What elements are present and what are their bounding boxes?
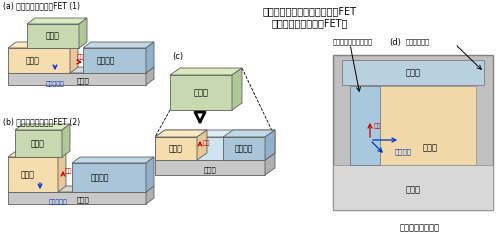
Text: ソース: ソース bbox=[422, 143, 438, 152]
Text: ゲート: ゲート bbox=[194, 88, 208, 97]
Polygon shape bbox=[265, 130, 275, 160]
Bar bbox=[8, 157, 58, 192]
Polygon shape bbox=[146, 186, 154, 204]
Text: エピタキシャル成長層: エピタキシャル成長層 bbox=[333, 39, 373, 45]
Text: ゲート: ゲート bbox=[46, 31, 60, 41]
Text: ソース: ソース bbox=[26, 56, 40, 66]
Text: ソース: ソース bbox=[169, 144, 183, 153]
Text: (a) 従来構造トンネルFET (1): (a) 従来構造トンネルFET (1) bbox=[3, 1, 80, 10]
Text: 電流: 電流 bbox=[76, 54, 84, 60]
Text: 電流: 電流 bbox=[202, 140, 210, 146]
Polygon shape bbox=[265, 130, 275, 160]
Text: (b) 従来構造トンネルFET (2): (b) 従来構造トンネルFET (2) bbox=[3, 118, 80, 126]
Text: ソース: ソース bbox=[21, 170, 35, 180]
Bar bbox=[350, 86, 476, 165]
Bar bbox=[27, 24, 79, 48]
Polygon shape bbox=[146, 42, 154, 73]
Polygon shape bbox=[8, 42, 78, 48]
Polygon shape bbox=[155, 130, 275, 137]
Polygon shape bbox=[8, 67, 154, 73]
Polygon shape bbox=[265, 153, 275, 175]
Polygon shape bbox=[170, 68, 242, 75]
Bar bbox=[333, 165, 493, 210]
Bar bbox=[223, 137, 265, 160]
Bar bbox=[342, 60, 484, 85]
Text: (c): (c) bbox=[172, 52, 184, 62]
Bar bbox=[8, 192, 146, 204]
Polygon shape bbox=[223, 130, 275, 137]
Text: ゲート絶縁膜: ゲート絶縁膜 bbox=[406, 39, 430, 45]
Text: ドレイン: ドレイン bbox=[97, 56, 115, 66]
Polygon shape bbox=[146, 157, 154, 192]
Bar bbox=[350, 86, 380, 165]
Polygon shape bbox=[155, 153, 275, 160]
Polygon shape bbox=[197, 130, 207, 160]
Text: ゲート: ゲート bbox=[406, 68, 420, 77]
Bar bbox=[83, 48, 146, 73]
Polygon shape bbox=[83, 42, 154, 48]
Text: ドレイン: ドレイン bbox=[235, 144, 254, 153]
Polygon shape bbox=[72, 157, 154, 163]
Bar bbox=[170, 75, 232, 110]
Text: チャネル断面構造: チャネル断面構造 bbox=[400, 223, 440, 232]
Text: 電流: 電流 bbox=[374, 123, 382, 129]
Text: 絶縁層: 絶縁層 bbox=[76, 197, 90, 203]
Text: (d): (d) bbox=[389, 38, 401, 46]
Polygon shape bbox=[155, 130, 207, 137]
Polygon shape bbox=[8, 186, 154, 192]
Polygon shape bbox=[27, 18, 87, 24]
Text: （合成電界トンネルFET）: （合成電界トンネルFET） bbox=[272, 18, 348, 28]
Text: 今回開発した新構造トンネルFET: 今回開発した新構造トンネルFET bbox=[263, 6, 357, 16]
Polygon shape bbox=[58, 151, 66, 192]
Bar bbox=[155, 137, 265, 160]
Polygon shape bbox=[8, 151, 66, 157]
Bar bbox=[155, 137, 197, 160]
Text: ゲート電界: ゲート電界 bbox=[46, 81, 64, 87]
Bar bbox=[155, 160, 265, 175]
Polygon shape bbox=[232, 68, 242, 110]
Text: 絶縁層: 絶縁層 bbox=[76, 78, 90, 84]
Text: ゲート電界: ゲート電界 bbox=[48, 199, 68, 205]
Bar bbox=[8, 48, 70, 73]
Polygon shape bbox=[146, 67, 154, 85]
Bar bbox=[333, 55, 493, 210]
Text: 合成電界: 合成電界 bbox=[395, 149, 412, 155]
Text: ドレイン: ドレイン bbox=[91, 173, 109, 182]
Text: 絶縁層: 絶縁層 bbox=[204, 167, 216, 173]
Bar bbox=[72, 163, 146, 192]
Polygon shape bbox=[70, 42, 78, 73]
Text: 電流: 電流 bbox=[64, 168, 72, 174]
Bar bbox=[15, 130, 62, 157]
Text: ゲート: ゲート bbox=[31, 139, 45, 148]
Polygon shape bbox=[62, 124, 70, 157]
Bar bbox=[8, 73, 146, 85]
Text: 絶縁層: 絶縁層 bbox=[406, 185, 420, 194]
Polygon shape bbox=[79, 18, 87, 48]
Polygon shape bbox=[15, 124, 70, 130]
